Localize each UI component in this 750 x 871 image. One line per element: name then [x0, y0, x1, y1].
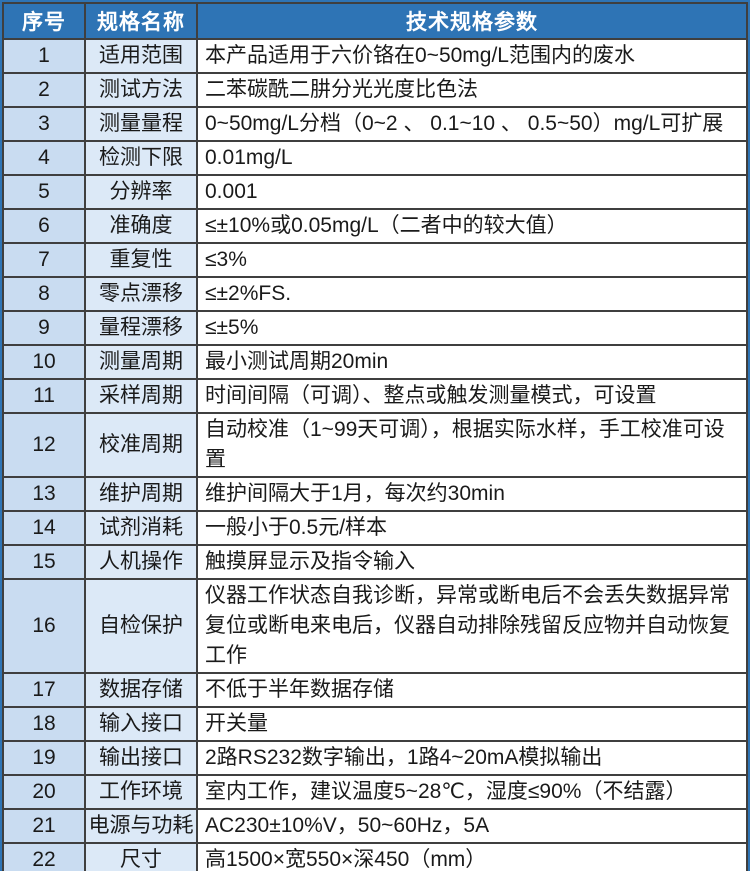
row-spec-name: 检测下限: [84, 140, 198, 176]
table-row: 15 人机操作 触摸屏显示及指令输入: [2, 544, 748, 580]
row-spec-value: ≤±2%FS.: [196, 276, 748, 312]
row-spec-name: 输出接口: [84, 740, 198, 776]
row-spec-name: 数据存储: [84, 672, 198, 708]
row-serial-number: 10: [2, 344, 86, 380]
row-spec-name: 分辨率: [84, 174, 198, 210]
row-serial-number: 1: [2, 38, 86, 74]
row-spec-name: 试剂消耗: [84, 510, 198, 546]
row-serial-number: 19: [2, 740, 86, 776]
row-spec-value: 本产品适用于六价铬在0~50mg/L范围内的废水: [196, 38, 748, 74]
table-row: 13 维护周期 维护间隔大于1月，每次约30min: [2, 476, 748, 512]
table-row: 1 适用范围 本产品适用于六价铬在0~50mg/L范围内的废水: [2, 38, 748, 74]
spec-table-header: 序号 规格名称 技术规格参数: [2, 2, 748, 40]
table-row: 4 检测下限 0.01mg/L: [2, 140, 748, 176]
row-spec-name: 测量量程: [84, 106, 198, 142]
row-spec-value: 高1500×宽550×深450（mm）: [196, 842, 748, 871]
table-row: 6 准确度 ≤±10%或0.05mg/L（二者中的较大值）: [2, 208, 748, 244]
row-spec-value: 开关量: [196, 706, 748, 742]
row-serial-number: 13: [2, 476, 86, 512]
table-row: 2 测试方法 二苯碳酰二肼分光光度比色法: [2, 72, 748, 108]
row-serial-number: 21: [2, 808, 86, 844]
row-serial-number: 2: [2, 72, 86, 108]
row-spec-name: 测量周期: [84, 344, 198, 380]
header-spec-name: 规格名称: [84, 2, 198, 40]
row-serial-number: 4: [2, 140, 86, 176]
table-row: 19 输出接口 2路RS232数字输出，1路4~20mA模拟输出: [2, 740, 748, 776]
row-spec-name: 维护周期: [84, 476, 198, 512]
table-row: 3 测量量程 0~50mg/L分档（0~2 、 0.1~10 、 0.5~50）mg…: [2, 106, 748, 142]
table-row: 21 电源与功耗 AC230±10%V，50~60Hz，5A: [2, 808, 748, 844]
row-serial-number: 5: [2, 174, 86, 210]
table-row: 16 自检保护 仪器工作状态自我诊断，异常或断电后不会丢失数据异常复位或断电来电后，…: [2, 578, 748, 674]
table-row: 12 校准周期 自动校准（1~99天可调），根据实际水样，手工校准可设置: [2, 412, 748, 478]
table-row: 11 采样周期 时间间隔（可调）、整点或触发测量模式，可设置: [2, 378, 748, 414]
row-serial-number: 15: [2, 544, 86, 580]
row-serial-number: 14: [2, 510, 86, 546]
row-serial-number: 16: [2, 578, 86, 674]
table-row: 9 量程漂移 ≤±5%: [2, 310, 748, 346]
row-serial-number: 7: [2, 242, 86, 278]
spec-table-body: 1 适用范围 本产品适用于六价铬在0~50mg/L范围内的废水 2 测试方法 二苯碳酰二肼…: [2, 38, 748, 871]
row-spec-value: 二苯碳酰二肼分光光度比色法: [196, 72, 748, 108]
row-spec-name: 输入接口: [84, 706, 198, 742]
row-spec-name: 电源与功耗: [84, 808, 198, 844]
table-row: 20 工作环境 室内工作，建议温度5~28℃，湿度≤90%（不结露）: [2, 774, 748, 810]
row-spec-value: AC230±10%V，50~60Hz，5A: [196, 808, 748, 844]
row-spec-value: 自动校准（1~99天可调），根据实际水样，手工校准可设置: [196, 412, 748, 478]
row-spec-value: 一般小于0.5元/样本: [196, 510, 748, 546]
row-serial-number: 11: [2, 378, 86, 414]
header-spec-params: 技术规格参数: [196, 2, 748, 40]
table-row: 10 测量周期 最小测试周期20min: [2, 344, 748, 380]
row-spec-value: 时间间隔（可调）、整点或触发测量模式，可设置: [196, 378, 748, 414]
row-spec-value: ≤±5%: [196, 310, 748, 346]
row-serial-number: 3: [2, 106, 86, 142]
row-spec-name: 自检保护: [84, 578, 198, 674]
table-row: 22 尺寸 高1500×宽550×深450（mm）: [2, 842, 748, 871]
table-row: 14 试剂消耗 一般小于0.5元/样本: [2, 510, 748, 546]
row-spec-value: 触摸屏显示及指令输入: [196, 544, 748, 580]
row-serial-number: 20: [2, 774, 86, 810]
row-spec-value: 室内工作，建议温度5~28℃，湿度≤90%（不结露）: [196, 774, 748, 810]
row-spec-value: 最小测试周期20min: [196, 344, 748, 380]
row-spec-name: 适用范围: [84, 38, 198, 74]
row-spec-value: ≤±10%或0.05mg/L（二者中的较大值）: [196, 208, 748, 244]
row-serial-number: 12: [2, 412, 86, 478]
row-serial-number: 22: [2, 842, 86, 871]
row-spec-name: 采样周期: [84, 378, 198, 414]
row-serial-number: 9: [2, 310, 86, 346]
row-spec-name: 工作环境: [84, 774, 198, 810]
table-row: 17 数据存储 不低于半年数据存储: [2, 672, 748, 708]
header-row: 序号 规格名称 技术规格参数: [2, 2, 748, 40]
row-spec-name: 准确度: [84, 208, 198, 244]
table-row: 7 重复性 ≤3%: [2, 242, 748, 278]
row-spec-name: 量程漂移: [84, 310, 198, 346]
row-spec-value: ≤3%: [196, 242, 748, 278]
row-serial-number: 17: [2, 672, 86, 708]
row-spec-name: 零点漂移: [84, 276, 198, 312]
row-serial-number: 6: [2, 208, 86, 244]
row-spec-name: 测试方法: [84, 72, 198, 108]
table-row: 5 分辨率 0.001: [2, 174, 748, 210]
row-serial-number: 8: [2, 276, 86, 312]
row-spec-value: 0.01mg/L: [196, 140, 748, 176]
row-spec-value: 0.001: [196, 174, 748, 210]
row-spec-value: 不低于半年数据存储: [196, 672, 748, 708]
table-row: 8 零点漂移 ≤±2%FS.: [2, 276, 748, 312]
row-spec-value: 2路RS232数字输出，1路4~20mA模拟输出: [196, 740, 748, 776]
row-spec-value: 维护间隔大于1月，每次约30min: [196, 476, 748, 512]
row-spec-name: 尺寸: [84, 842, 198, 871]
header-serial-number: 序号: [2, 2, 86, 40]
row-spec-name: 校准周期: [84, 412, 198, 478]
row-serial-number: 18: [2, 706, 86, 742]
row-spec-name: 重复性: [84, 242, 198, 278]
row-spec-value: 仪器工作状态自我诊断，异常或断电后不会丢失数据异常复位或断电来电后，仪器自动排除…: [196, 578, 748, 674]
table-row: 18 输入接口 开关量: [2, 706, 748, 742]
row-spec-name: 人机操作: [84, 544, 198, 580]
row-spec-value: 0~50mg/L分档（0~2 、 0.1~10 、 0.5~50）mg/L可扩展: [196, 106, 748, 142]
